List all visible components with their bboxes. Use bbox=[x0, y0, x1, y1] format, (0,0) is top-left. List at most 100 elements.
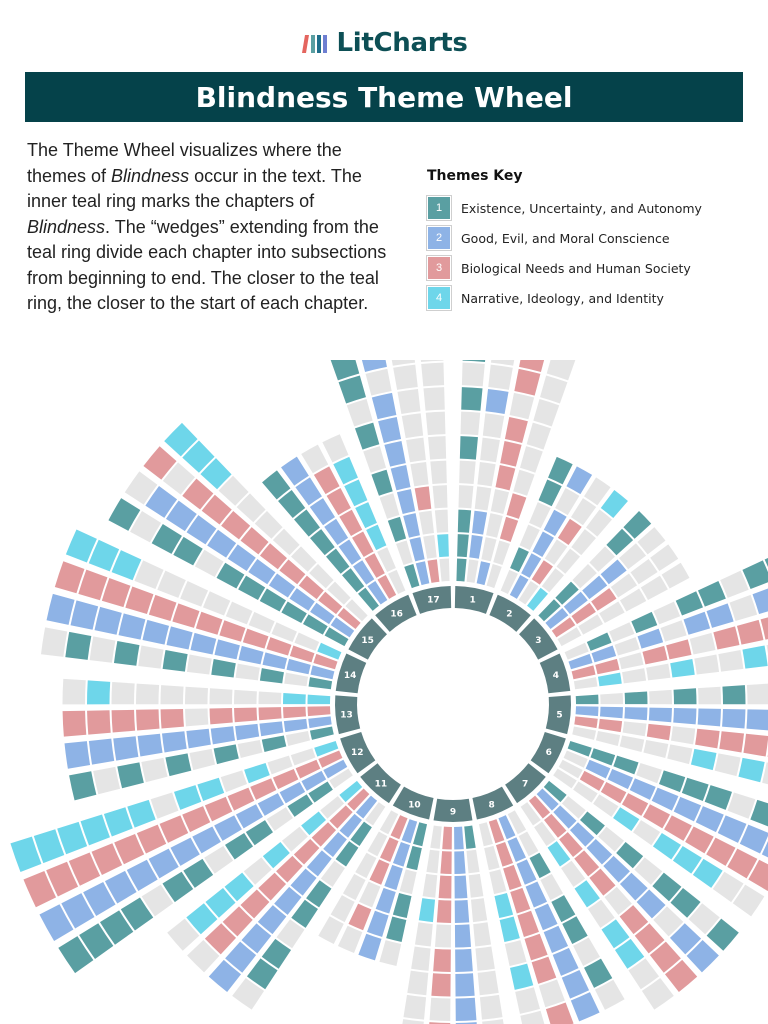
empty-cell bbox=[746, 683, 768, 705]
empty-cell bbox=[291, 546, 317, 572]
theme-cell-2 bbox=[636, 889, 666, 919]
theme-cell-3 bbox=[427, 559, 440, 583]
theme-cell-3 bbox=[289, 645, 315, 663]
theme-cell-4 bbox=[33, 829, 65, 864]
theme-cell-1 bbox=[631, 611, 658, 634]
empty-cell bbox=[365, 802, 386, 826]
empty-cell bbox=[111, 682, 135, 705]
theme-cell-2 bbox=[286, 658, 311, 675]
empty-cell bbox=[488, 364, 513, 390]
theme-cell-2 bbox=[651, 787, 679, 811]
chapter-segment[interactable] bbox=[519, 618, 558, 660]
theme-cell-3 bbox=[504, 416, 528, 443]
theme-cell-3 bbox=[46, 861, 79, 897]
empty-cell bbox=[379, 493, 400, 519]
theme-cell-2 bbox=[575, 706, 599, 717]
empty-cell bbox=[667, 744, 693, 765]
theme-cell-3 bbox=[557, 518, 582, 546]
chapter-segment[interactable] bbox=[335, 695, 361, 735]
chapter-segment[interactable] bbox=[360, 763, 401, 804]
theme-cell-1 bbox=[183, 858, 214, 888]
empty-cell bbox=[509, 392, 535, 420]
empty-cell bbox=[276, 919, 305, 949]
theme-cell-1 bbox=[459, 436, 478, 460]
chapter-segment[interactable] bbox=[340, 732, 376, 774]
empty-cell bbox=[599, 601, 625, 624]
theme-cell-4 bbox=[182, 440, 215, 473]
chapter-label: 14 bbox=[344, 671, 357, 681]
chapter-segment[interactable] bbox=[545, 695, 571, 735]
theme-cell-2 bbox=[569, 822, 595, 847]
theme-cell-2 bbox=[378, 416, 402, 443]
theme-cell-2 bbox=[469, 535, 483, 559]
theme-cell-3 bbox=[364, 553, 385, 578]
theme-cell-3 bbox=[337, 607, 361, 630]
theme-cell-2 bbox=[64, 741, 91, 769]
empty-cell bbox=[504, 940, 527, 966]
theme-cell-2 bbox=[619, 872, 648, 901]
chapter-segment[interactable] bbox=[472, 786, 514, 820]
theme-cell-1 bbox=[371, 469, 393, 496]
empty-cell bbox=[393, 364, 418, 390]
theme-cell-1 bbox=[261, 735, 287, 752]
empty-cell bbox=[762, 762, 768, 785]
theme-cell-3 bbox=[503, 864, 522, 891]
chapter-segment[interactable] bbox=[489, 594, 531, 632]
theme-cell-1 bbox=[303, 614, 328, 635]
theme-cell-3 bbox=[706, 837, 736, 866]
theme-cell-2 bbox=[392, 842, 411, 867]
empty-cell bbox=[637, 527, 666, 555]
theme-cell-4 bbox=[57, 821, 88, 855]
theme-cell-4 bbox=[244, 763, 270, 784]
theme-cell-2 bbox=[227, 544, 256, 571]
theme-cell-1 bbox=[281, 601, 307, 624]
theme-cell-2 bbox=[586, 839, 613, 865]
empty-cell bbox=[477, 461, 496, 487]
theme-cell-2 bbox=[39, 904, 74, 941]
empty-cell bbox=[466, 849, 480, 874]
chapter-segment[interactable] bbox=[375, 594, 417, 632]
theme-cell-1 bbox=[584, 958, 613, 988]
chapter-segment[interactable] bbox=[412, 586, 452, 614]
theme-cell-4 bbox=[652, 833, 681, 860]
theme-cell-3 bbox=[68, 852, 101, 886]
theme-cell-1 bbox=[750, 799, 768, 827]
chapter-label: 4 bbox=[553, 671, 559, 681]
empty-cell bbox=[418, 510, 434, 535]
empty-cell bbox=[62, 678, 86, 705]
theme-cell-1 bbox=[173, 536, 203, 566]
litcharts-logo[interactable]: LitCharts bbox=[0, 26, 768, 60]
empty-cell bbox=[430, 460, 447, 484]
theme-cell-1 bbox=[387, 516, 407, 542]
chapter-segment[interactable] bbox=[505, 763, 546, 804]
theme-cell-3 bbox=[414, 486, 432, 511]
chapter-segment[interactable] bbox=[539, 653, 571, 694]
theme-cell-1 bbox=[310, 529, 335, 556]
theme-cell-3 bbox=[172, 603, 200, 628]
chapter-segment[interactable] bbox=[335, 653, 367, 694]
theme-cell-4 bbox=[344, 479, 368, 507]
chapter-segment[interactable] bbox=[348, 618, 387, 660]
empty-cell bbox=[486, 513, 503, 538]
empty-cell bbox=[515, 987, 541, 1014]
empty-cell bbox=[588, 899, 615, 928]
theme-cell-1 bbox=[623, 511, 652, 539]
empty-cell bbox=[643, 739, 669, 759]
empty-cell bbox=[482, 1019, 504, 1024]
chapter-segment[interactable] bbox=[530, 732, 566, 774]
theme-cell-3 bbox=[295, 759, 321, 779]
chapter-segment[interactable] bbox=[392, 786, 434, 820]
empty-cell bbox=[520, 1010, 545, 1024]
theme-cell-4 bbox=[164, 422, 198, 457]
empty-cell bbox=[470, 898, 488, 923]
chapter-segment[interactable] bbox=[433, 798, 473, 823]
theme-cell-2 bbox=[371, 392, 397, 420]
empty-cell bbox=[162, 462, 195, 495]
chapter-segment[interactable] bbox=[454, 586, 494, 614]
empty-cell bbox=[320, 796, 345, 819]
empty-cell bbox=[209, 688, 233, 705]
empty-cell bbox=[478, 822, 493, 847]
theme-cell-3 bbox=[136, 824, 167, 854]
chapter-label: 6 bbox=[546, 748, 552, 758]
empty-cell bbox=[540, 873, 564, 901]
